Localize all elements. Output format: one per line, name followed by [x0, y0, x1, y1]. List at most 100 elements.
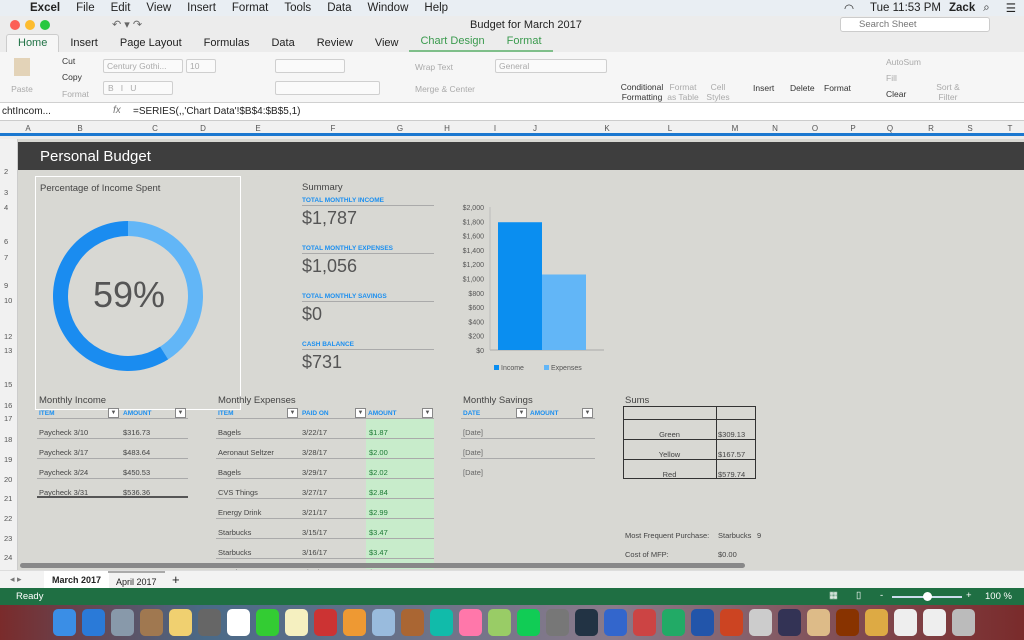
filter-dropdown-icon[interactable]: ▼ [287, 408, 298, 418]
row-header-9[interactable]: 9 [4, 281, 9, 290]
expense-amount[interactable]: $3.47 [369, 548, 388, 557]
dock-app-icon[interactable] [227, 609, 250, 636]
filter-dropdown-icon[interactable]: ▼ [516, 408, 527, 418]
bar-expenses[interactable] [542, 274, 586, 350]
dock-app-icon[interactable] [82, 609, 105, 636]
close-button[interactable] [10, 20, 20, 30]
dock-app-icon[interactable] [169, 609, 192, 636]
column-header-D[interactable]: D [200, 124, 206, 133]
expense-item[interactable]: Energy Drink [218, 508, 262, 517]
column-header-I[interactable]: I [493, 124, 497, 133]
filter-dropdown-icon[interactable]: ▼ [422, 408, 433, 418]
row-header-7[interactable]: 7 [4, 253, 9, 262]
expense-date[interactable]: 3/27/17 [302, 488, 328, 497]
dock-app-icon[interactable] [285, 609, 308, 636]
prev-sheet-arrow[interactable]: ◂ ▸ [10, 574, 22, 584]
search-sheet-input[interactable] [840, 17, 990, 32]
font-select[interactable]: Century Gothi... [103, 59, 183, 73]
dock-app-icon[interactable] [662, 609, 685, 636]
dock-app-icon[interactable] [952, 609, 975, 636]
dock-app-icon[interactable] [53, 609, 76, 636]
income-item[interactable]: Paycheck 3/10 [39, 428, 89, 437]
zoom-slider[interactable] [892, 592, 962, 601]
column-header-K[interactable]: K [604, 124, 610, 133]
dock-app-icon[interactable] [865, 609, 888, 636]
font-size-select[interactable]: 10 [186, 59, 216, 73]
column-header-J[interactable]: J [533, 124, 537, 133]
paste-button[interactable]: Paste [10, 58, 34, 94]
bold-button[interactable]: B I U [103, 81, 173, 95]
row-header-24[interactable]: 24 [4, 553, 13, 562]
row-header-15[interactable]: 15 [4, 380, 13, 389]
expense-amount[interactable]: $3.90 [369, 568, 388, 570]
sums-label[interactable]: Green [659, 430, 680, 439]
menu-file[interactable]: File [76, 2, 95, 14]
expense-date[interactable]: 3/16/17 [302, 548, 328, 557]
worksheet[interactable]: 2 3 4 6 7 9 10 12 13 15 16 17 18 19 20 21 22 23 24 Persona… [0, 139, 1024, 570]
dock-app-icon[interactable] [401, 609, 424, 636]
clear-button[interactable]: Clear [886, 89, 907, 99]
donut-chart[interactable]: Percentage of Income Spent 59% [35, 176, 241, 410]
row-header-21[interactable]: 21 [4, 494, 13, 503]
fill-button[interactable]: Fill [886, 73, 897, 83]
merge-center-button[interactable]: Merge & Center [415, 84, 475, 94]
filter-dropdown-icon[interactable]: ▼ [582, 408, 593, 418]
tab-data[interactable]: Data [271, 37, 295, 49]
dock-app-icon[interactable] [749, 609, 772, 636]
donut-slice-remaining[interactable] [128, 221, 204, 360]
menu-help[interactable]: Help [424, 2, 449, 14]
tab-view[interactable]: View [374, 37, 399, 49]
align-row[interactable] [275, 81, 380, 95]
donut-slice-spent[interactable] [53, 221, 169, 371]
insert-cells-button[interactable]: Insert [753, 83, 775, 93]
dock-app-icon[interactable] [488, 609, 511, 636]
expense-date[interactable]: 3/22/17 [302, 428, 328, 437]
format-painter-button[interactable]: Format [62, 89, 89, 99]
copy-button[interactable]: Copy [62, 72, 82, 82]
menu-insert[interactable]: Insert [187, 2, 216, 14]
sums-label[interactable]: Red [662, 470, 677, 479]
tab-page-layout[interactable]: Page Layout [119, 37, 182, 49]
sort-filter-button[interactable]: Sort & Filter [936, 82, 960, 102]
expense-item[interactable]: Starbucks [218, 548, 252, 557]
dock-app-icon[interactable] [836, 609, 859, 636]
column-header-C[interactable]: C [152, 124, 158, 133]
filter-dropdown-icon[interactable]: ▼ [355, 408, 366, 418]
dock-app-icon[interactable] [314, 609, 337, 636]
name-box[interactable]: chtIncom... [2, 106, 51, 117]
filter-dropdown-icon[interactable]: ▼ [175, 408, 186, 418]
menu-window[interactable]: Window [367, 2, 409, 14]
sums-value[interactable]: $167.57 [718, 450, 746, 459]
add-sheet-button[interactable]: + [172, 572, 180, 587]
savings-date[interactable]: [Date] [463, 428, 484, 437]
row-header-16[interactable]: 16 [4, 401, 13, 410]
menu-data[interactable]: Data [327, 2, 352, 14]
dock-app-icon[interactable] [604, 609, 627, 636]
row-header-17[interactable]: 17 [4, 414, 13, 423]
row-header-12[interactable]: 12 [4, 332, 13, 341]
expense-amount[interactable]: $2.99 [369, 508, 388, 517]
dock-app-icon[interactable] [807, 609, 830, 636]
income-amount[interactable]: $536.36 [123, 488, 151, 497]
conditional-formatting-button[interactable]: Conditional Formatting [620, 82, 664, 102]
sums-label[interactable]: Yellow [658, 450, 681, 459]
column-header-Q[interactable]: Q [886, 124, 894, 133]
expense-amount[interactable]: $1.87 [369, 428, 388, 437]
income-item[interactable]: Paycheck 3/24 [39, 468, 89, 477]
expense-date[interactable]: 3/30/17 [302, 568, 327, 570]
expense-date[interactable]: 3/29/17 [302, 468, 328, 477]
expense-amount[interactable]: $2.84 [369, 488, 388, 497]
row-header-4[interactable]: 4 [4, 203, 9, 212]
column-header-E[interactable]: E [255, 124, 261, 133]
expense-item[interactable]: Starbucks [218, 528, 252, 537]
dock-app-icon[interactable] [372, 609, 395, 636]
row-header-20[interactable]: 20 [4, 475, 13, 484]
column-header-H[interactable]: H [444, 124, 450, 133]
column-header-B[interactable]: B [77, 124, 83, 133]
undo-icon[interactable]: ↶ ▾ ↷ [112, 19, 143, 31]
row-header-22[interactable]: 22 [4, 514, 13, 523]
tab-review[interactable]: Review [316, 37, 353, 49]
dock-app-icon[interactable] [140, 609, 163, 636]
row-header-10[interactable]: 10 [4, 296, 13, 305]
row-header-2[interactable]: 2 [4, 167, 9, 176]
